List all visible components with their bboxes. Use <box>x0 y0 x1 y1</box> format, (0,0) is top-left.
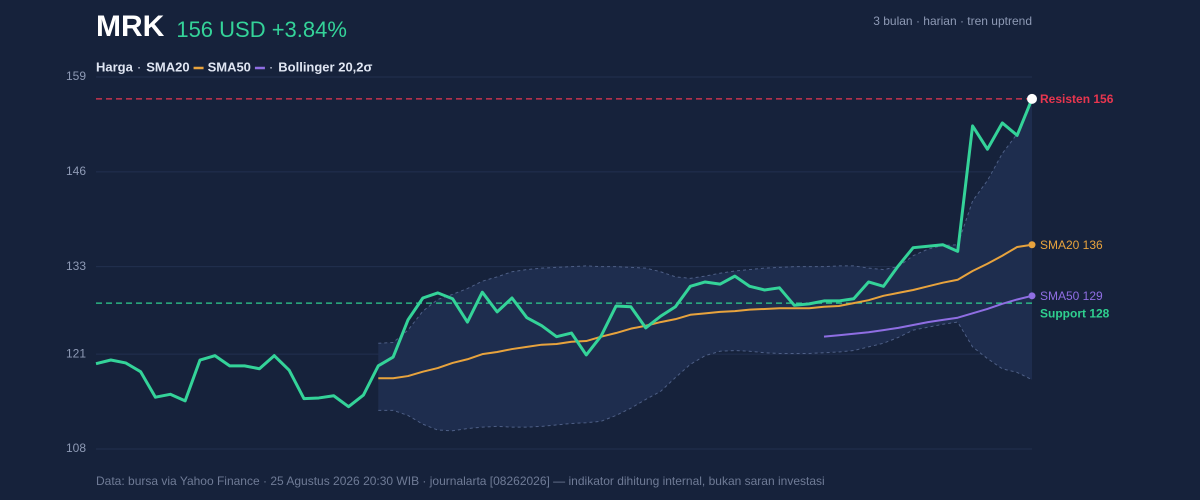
chart-title: MRK <box>96 10 165 43</box>
legend-separator: · <box>137 59 141 74</box>
price-line <box>95 98 1034 409</box>
legend-label: Harga <box>96 59 134 74</box>
end-label: SMA20 136 <box>1040 238 1103 252</box>
y-tick-label: 146 <box>66 164 86 178</box>
subtitle: 3 bulan · harian · tren uptrend <box>873 14 1032 28</box>
end-dot <box>1028 292 1036 300</box>
legend-label: Bollinger 20,2σ <box>278 59 372 74</box>
end-dot <box>1028 241 1036 249</box>
source: Data: bursa via Yahoo Finance · 25 Agust… <box>96 474 825 488</box>
level-label: Support 128 <box>1040 306 1110 320</box>
last-price-dot <box>1027 93 1037 104</box>
price-label: 156 USD +3.84% <box>176 17 347 42</box>
legend-separator: · <box>269 59 273 74</box>
y-tick-label: 121 <box>66 346 86 360</box>
sma-line <box>823 294 1033 338</box>
legend-label: SMA50 <box>208 59 251 74</box>
y-tick-label: 159 <box>66 69 86 83</box>
sma-line <box>378 243 1033 380</box>
level-label: Resisten 156 <box>1040 92 1114 106</box>
y-tick-label: 133 <box>66 259 86 273</box>
bollinger-band <box>378 95 1032 431</box>
legend-label: SMA20 <box>146 59 189 74</box>
y-tick-label: 108 <box>66 441 86 455</box>
end-label: SMA50 129 <box>1040 289 1103 303</box>
